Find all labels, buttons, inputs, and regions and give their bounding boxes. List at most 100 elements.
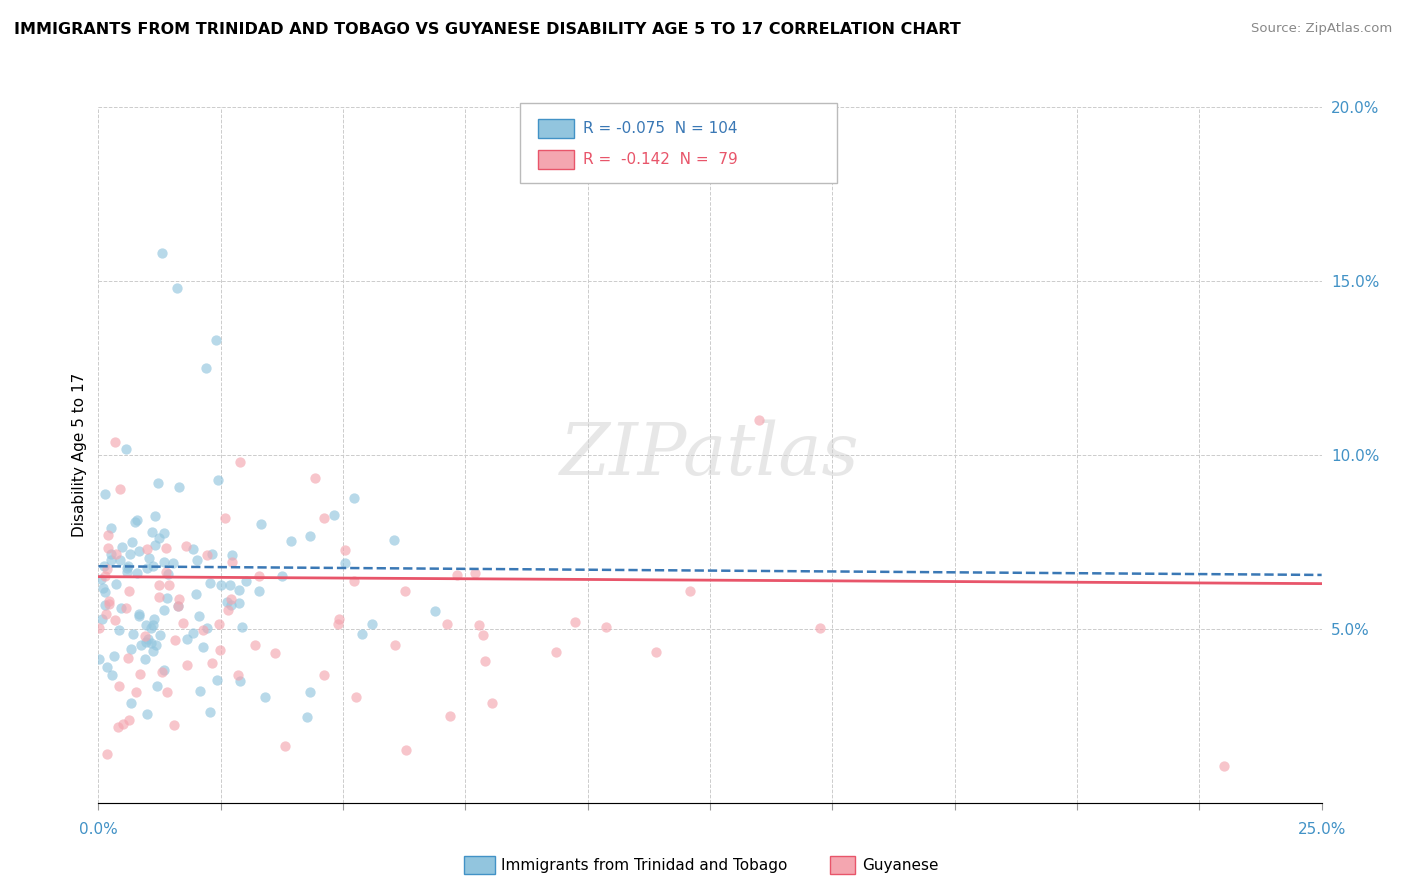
Point	[93, 598, 115, 612]
Point	[87, 651, 110, 665]
Point	[546, 645, 568, 659]
Point	[221, 555, 243, 569]
Point	[149, 627, 172, 641]
Point	[172, 615, 194, 630]
Point	[94, 585, 117, 599]
Point	[644, 645, 666, 659]
Point	[125, 684, 148, 698]
Point	[474, 654, 496, 668]
Point	[323, 508, 346, 522]
Point	[91, 581, 114, 595]
Point	[219, 591, 242, 606]
Point	[193, 640, 215, 654]
Point	[93, 569, 115, 583]
Text: R =  -0.142  N =  79: R = -0.142 N = 79	[583, 153, 738, 167]
Point	[97, 528, 120, 542]
Point	[253, 690, 276, 704]
Text: ZIPatlas: ZIPatlas	[560, 419, 860, 491]
Point	[141, 524, 163, 539]
Point	[97, 597, 120, 611]
Point	[107, 720, 129, 734]
Point	[145, 638, 167, 652]
Point	[142, 644, 165, 658]
Point	[111, 540, 134, 554]
Y-axis label: Disability Age 5 to 17: Disability Age 5 to 17	[72, 373, 87, 537]
Point	[143, 612, 166, 626]
Point	[328, 617, 350, 632]
Point	[361, 617, 384, 632]
Point	[141, 621, 163, 635]
Point	[115, 601, 138, 615]
Point	[201, 547, 224, 561]
Point	[328, 612, 350, 626]
Point	[343, 574, 366, 588]
Point	[181, 626, 204, 640]
Point	[148, 578, 170, 592]
Point	[808, 621, 831, 635]
Point	[439, 709, 461, 723]
Point	[299, 685, 322, 699]
Point	[104, 577, 127, 591]
Point	[219, 599, 242, 613]
Point	[120, 696, 142, 710]
Point	[135, 617, 157, 632]
Point	[748, 413, 770, 427]
Point	[104, 613, 127, 627]
Point	[135, 706, 157, 721]
Point	[174, 539, 197, 553]
Point	[264, 646, 287, 660]
Point	[188, 684, 211, 698]
Point	[394, 583, 416, 598]
Point	[103, 649, 125, 664]
Point	[464, 566, 486, 581]
Point	[162, 556, 184, 570]
Point	[176, 632, 198, 646]
Point	[249, 516, 271, 531]
Point	[679, 583, 702, 598]
Point	[221, 549, 243, 563]
Point	[595, 620, 617, 634]
Point	[155, 541, 177, 556]
Point	[193, 623, 215, 637]
Point	[128, 544, 150, 558]
Text: 0.0%: 0.0%	[79, 822, 118, 837]
Point	[200, 575, 222, 590]
Point	[312, 511, 335, 525]
Point	[1212, 759, 1234, 773]
Point	[121, 535, 143, 549]
Point	[274, 739, 297, 754]
Point	[157, 567, 180, 582]
Point	[129, 638, 152, 652]
Point	[166, 281, 188, 295]
Text: 25.0%: 25.0%	[1298, 822, 1346, 837]
Point	[228, 596, 250, 610]
Point	[128, 667, 150, 681]
Point	[218, 578, 240, 592]
Point	[97, 541, 120, 555]
Point	[152, 663, 174, 677]
Text: Immigrants from Trinidad and Tobago: Immigrants from Trinidad and Tobago	[501, 858, 787, 872]
Point	[135, 542, 157, 557]
Point	[136, 632, 159, 646]
Point	[271, 569, 294, 583]
Point	[155, 565, 177, 579]
Point	[118, 547, 141, 561]
Point	[127, 513, 149, 527]
Point	[128, 608, 150, 623]
Point	[96, 660, 118, 674]
Point	[208, 642, 231, 657]
Point	[107, 624, 129, 638]
Point	[94, 607, 117, 622]
Point	[235, 574, 257, 588]
Point	[468, 617, 491, 632]
Point	[94, 486, 117, 500]
Point	[217, 603, 239, 617]
Point	[187, 609, 209, 624]
Point	[156, 685, 179, 699]
Point	[446, 567, 468, 582]
Point	[436, 617, 458, 632]
Point	[141, 617, 163, 632]
Point	[150, 246, 173, 260]
Point	[217, 595, 239, 609]
Point	[382, 533, 405, 547]
